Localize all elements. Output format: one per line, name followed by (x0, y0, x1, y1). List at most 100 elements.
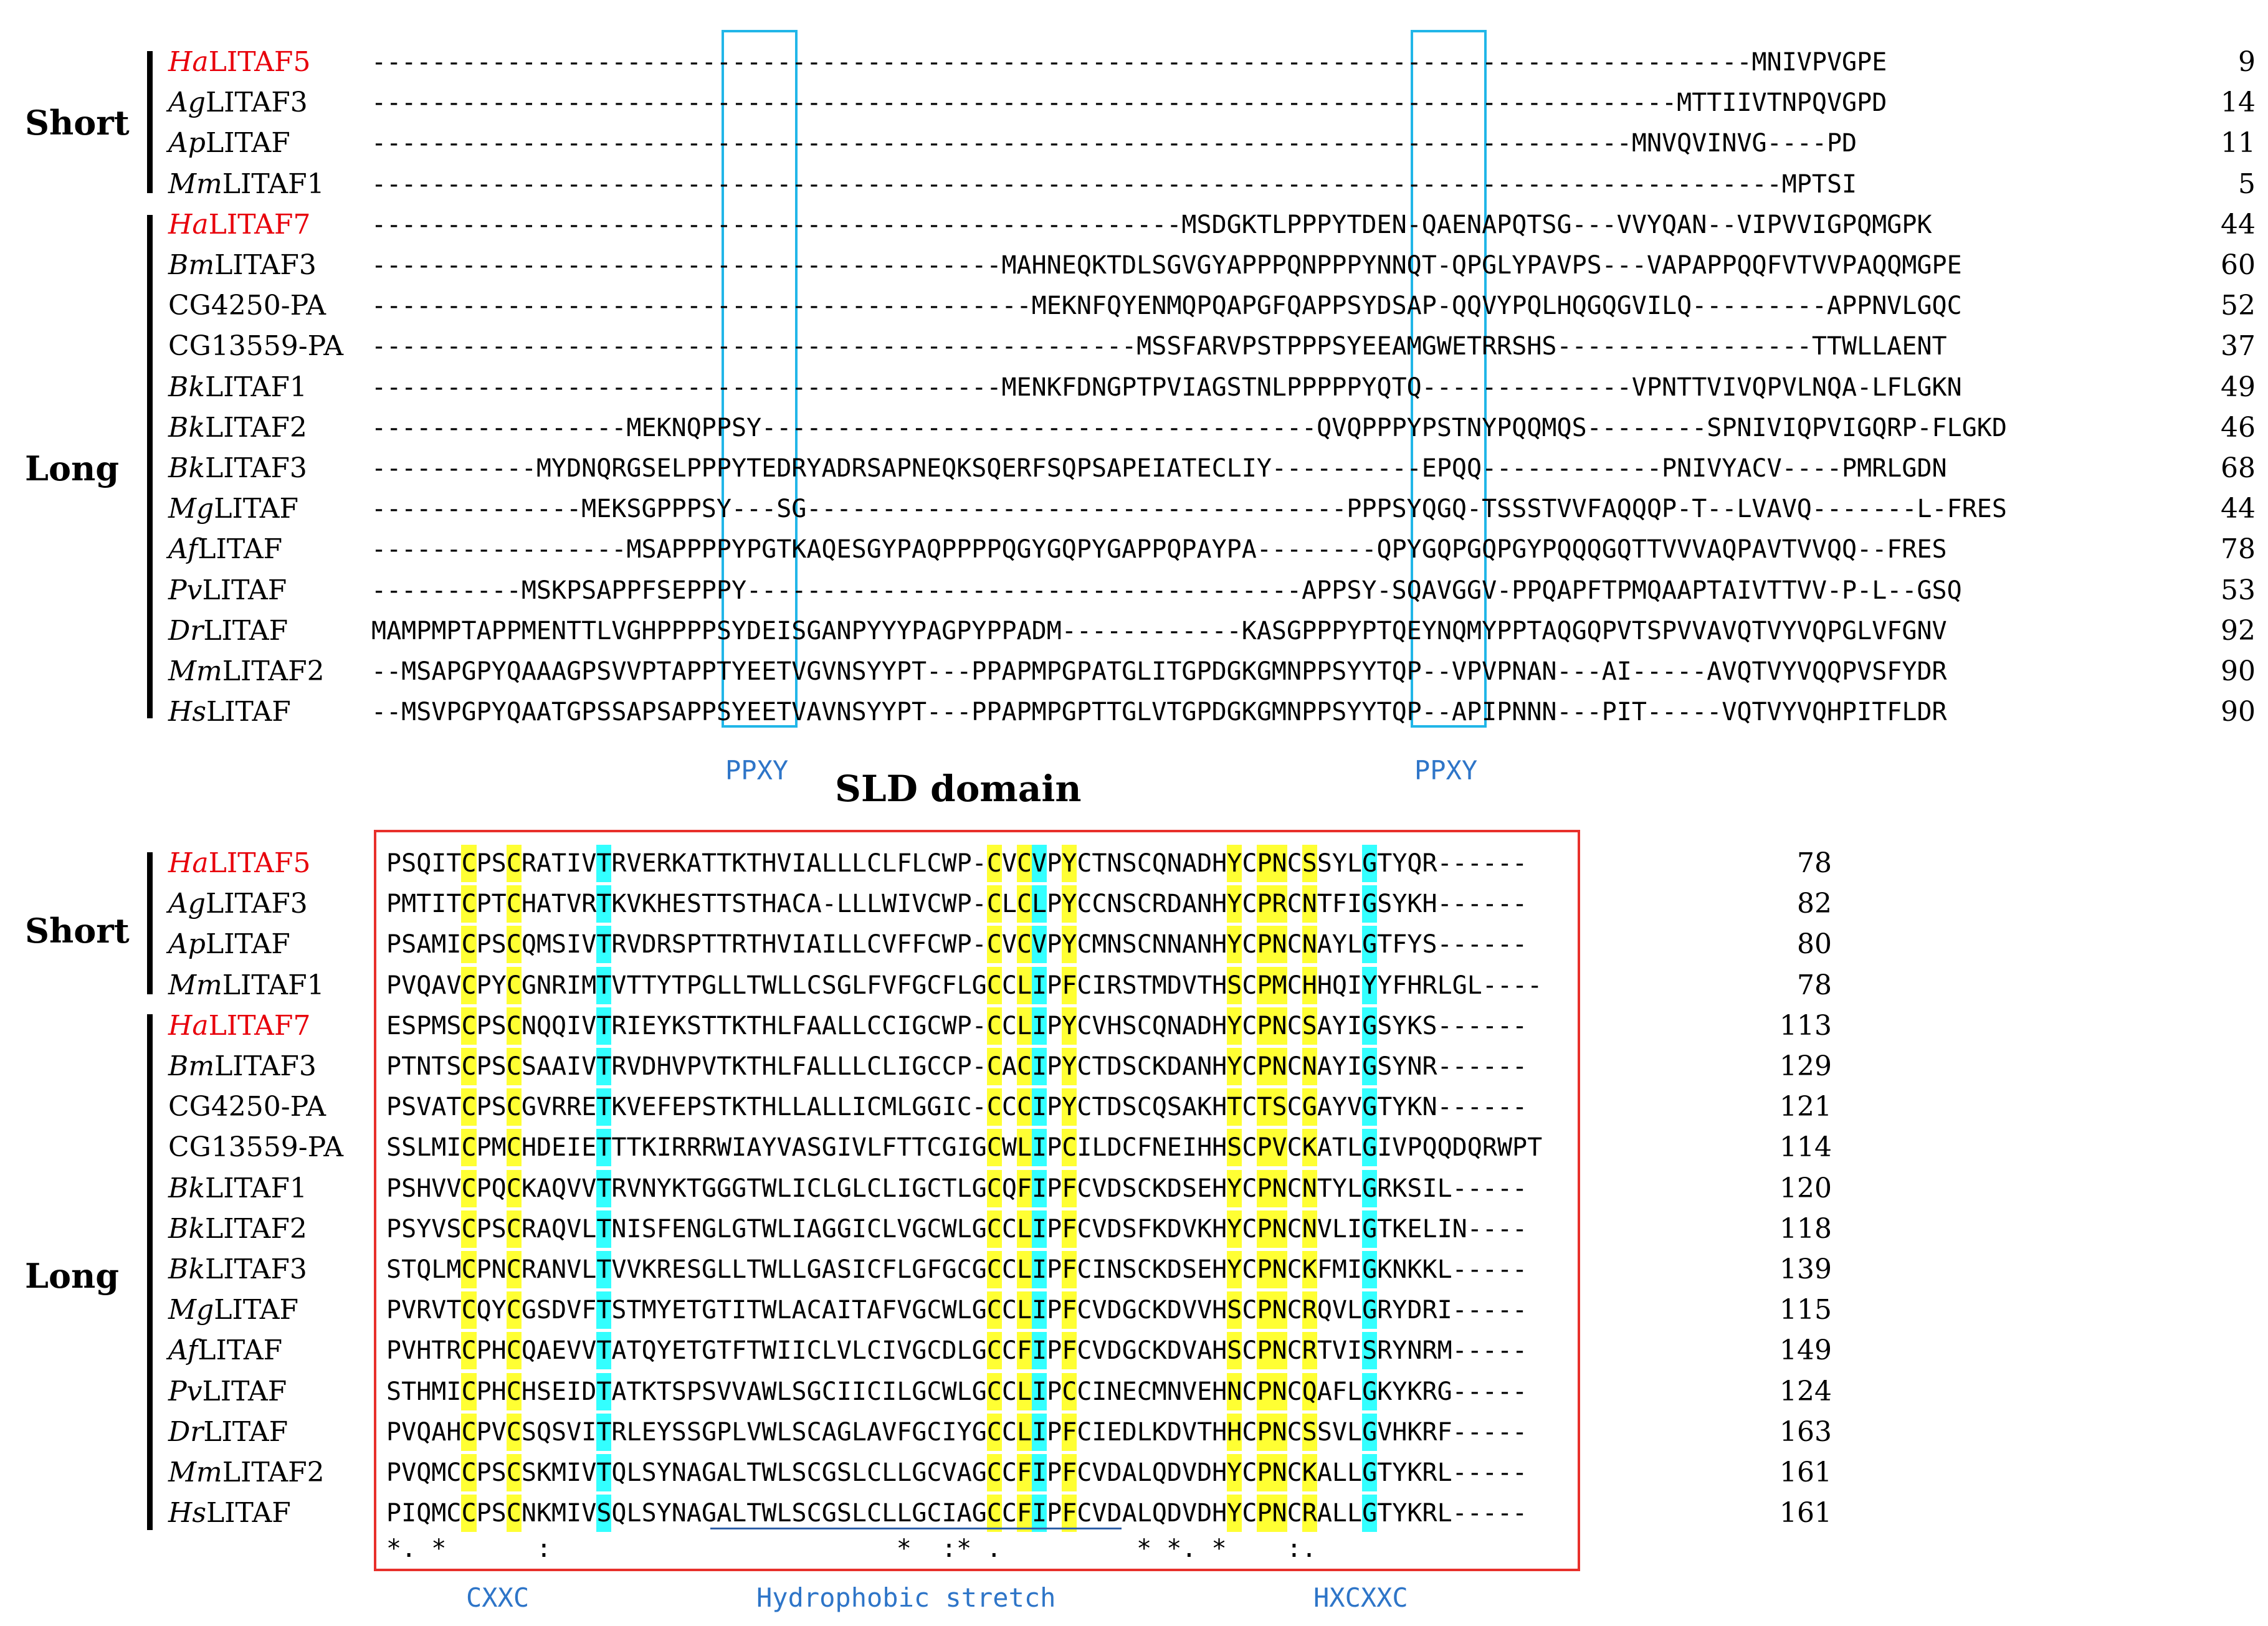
species-prefix: Mg (168, 493, 214, 525)
gene-name: LITAF (198, 533, 283, 566)
sequence-residues: ----------------------------------------… (371, 210, 1932, 239)
residue-count: 163 (1780, 1415, 1832, 1448)
alignment-row: BkLITAF3 STQLMCPNCRANVLTVVKRESGLLTWLLGASI… (0, 1251, 2268, 1288)
alignment-row: ApLITAF PSAMICPSCQMSIVTRVDRSPTTRTHVIAILLC… (0, 926, 2268, 964)
alignment-row: BkLITAF2 PSYVSCPSCRAQVLTNISFENGLGTWLIAGGI… (0, 1210, 2268, 1248)
sequence-name: ApLITAF (168, 926, 290, 963)
sequence-residues: PVQMCCPSCSKMIVTQLSYNAGALTWLSCGSLCLLGCVAG… (386, 1454, 1527, 1491)
alignment-row: AfLITAF -----------------MSAPPPPYPGTKAQES… (0, 531, 2268, 568)
species-prefix: Bk (168, 1172, 205, 1204)
species-prefix: Pv (168, 574, 202, 606)
residue-count: 114 (1780, 1131, 1832, 1164)
residue-count: 9 (2238, 46, 2256, 78)
sequence-residues: PSVATCPSCGVRRETKVEFEPSTKTHLLALLICMLGGIC-… (386, 1088, 1527, 1126)
gene-name: LITAF (214, 1294, 299, 1326)
sequence-name: BkLITAF3 (168, 450, 307, 487)
sequence-name: MgLITAF (168, 1291, 298, 1329)
sequence-residues: ESPMSCPSCNQQIVTRIEYKSTTKTHLFAALLCCIGCWP-… (386, 1007, 1527, 1045)
gene-name: LITAF7 (208, 208, 311, 240)
species-prefix: Mm (168, 1457, 222, 1488)
sequence-name: MmLITAF2 (168, 653, 325, 690)
gene-name: LITAF1 (222, 969, 325, 1001)
sequence-name: BmLITAF3 (168, 1048, 317, 1085)
alignment-row: DrLITAF PVQAHCPVCSQSVITRLEYSSGPLVWLSCAGLA… (0, 1413, 2268, 1451)
sequence-residues: ----------------------------------------… (371, 169, 1857, 199)
sequence-residues: PSYVSCPSCRAQVLTNISFENGLGTWLIAGGICLVGCWLG… (386, 1210, 1527, 1248)
hydrophobic-underline (710, 1528, 1122, 1529)
sequence-name: CG13559-PA (168, 328, 343, 365)
ppxy-box-left (722, 30, 798, 728)
species-prefix: Dr (168, 614, 204, 647)
species-prefix: Ap (168, 127, 206, 159)
sequence-name: DrLITAF (168, 612, 288, 650)
sequence-residues: -----------------MSAPPPPYPGTKAQESGYPAQPP… (371, 535, 1947, 564)
residue-count: 129 (1780, 1050, 1832, 1082)
species-prefix: Mm (168, 969, 222, 1001)
short-label-bottom: Short (25, 911, 130, 951)
residue-count: 120 (1780, 1172, 1832, 1204)
residue-count: 44 (2221, 493, 2256, 525)
alignment-row: HsLITAF PIQMCCPSCNKMIVSQLSYNAGALTWLSCGSLC… (0, 1495, 2268, 1533)
residue-count: 139 (1780, 1253, 1832, 1285)
sequence-name: HsLITAF (168, 1495, 291, 1532)
residue-count: 78 (1797, 969, 1832, 1001)
alignment-row: CG13559-PA ------------------------------… (0, 328, 2268, 365)
alignment-row: BkLITAF3 -----------MYDNQRGSELPPPYTEDRYAD… (0, 450, 2268, 487)
sequence-residues: ----------------------------------------… (371, 332, 1947, 361)
sequence-residues: -----------MYDNQRGSELPPPYTEDRYADRSAPNEQK… (371, 454, 1947, 483)
residue-count: 78 (1797, 847, 1832, 879)
alignment-row: PvLITAF STHMICPHCHSEIDTATKTSPSVVAWLSGCIIC… (0, 1372, 2268, 1410)
residue-count: 49 (2221, 371, 2256, 403)
gene-name: LITAF (203, 614, 288, 647)
alignment-row: MmLITAF1 --------------------------------… (0, 166, 2268, 203)
sequence-name: HaLITAF5 (168, 845, 310, 882)
sequence-residues: PMTITCPTCHATVRTKVKHESTTSTHACA-LLLWIVCWP-… (386, 885, 1527, 923)
species-prefix: Ag (168, 888, 206, 920)
gene-name: LITAF1 (205, 1172, 307, 1204)
residue-count: 82 (1797, 888, 1832, 920)
residue-count: 90 (2221, 696, 2256, 728)
species-prefix: Pv (168, 1375, 202, 1407)
residue-count: 118 (1780, 1212, 1832, 1245)
gene-name: CG4250-PA (168, 290, 326, 322)
alignment-row: HaLITAF7 ESPMSCPSCNQQIVTRIEYKSTTKTHLFAALL… (0, 1007, 2268, 1045)
sequence-residues: PSHVVCPQCKAQVVTRVNYKTGGGTWLICLGLCLIGCTLG… (386, 1169, 1527, 1207)
sequence-residues: STQLMCPNCRANVLTVVKRESGLLTWLLGASICFLGFGCG… (386, 1251, 1527, 1288)
sequence-residues: PVQAHCPVCSQSVITRLEYSSGPLVWLSCAGLAVFGCIYG… (386, 1413, 1527, 1451)
gene-name: LITAF3 (214, 1050, 317, 1082)
residue-count: 149 (1780, 1334, 1832, 1367)
alignment-row: BmLITAF3 PTNTSCPSCSAAIVTRVDHVPVTKTHLFALLL… (0, 1048, 2268, 1085)
residue-count: 161 (1780, 1497, 1832, 1529)
sequence-name: BkLITAF2 (168, 1210, 307, 1248)
gene-name: LITAF2 (222, 655, 325, 687)
sequence-name: AgLITAF3 (168, 885, 308, 923)
hxcxxc-label: HXCXXC (1313, 1582, 1408, 1613)
alignment-row: MgLITAF PVRVTCQYCGSDVFTSTMYETGTITWLACAITA… (0, 1291, 2268, 1329)
gene-name: LITAF3 (205, 452, 307, 484)
species-prefix: Bm (168, 249, 215, 281)
alignment-row: PvLITAF ----------MSKPSAPPFSEPPPY--------… (0, 572, 2268, 609)
long-label-top: Long (25, 449, 120, 488)
gene-name: LITAF (206, 1497, 291, 1529)
residue-count: 11 (2221, 127, 2256, 159)
sequence-name: MmLITAF2 (168, 1454, 325, 1491)
sequence-residues: ----------------------------------------… (371, 48, 1887, 77)
sequence-name: HaLITAF7 (168, 206, 310, 244)
ppxy-box-right (1411, 30, 1487, 728)
alignment-row: BkLITAF1 --------------------------------… (0, 369, 2268, 406)
residue-count: 53 (2221, 574, 2256, 606)
species-prefix: Hs (168, 696, 206, 728)
residue-count: 113 (1780, 1009, 1832, 1042)
species-prefix: Bk (168, 371, 205, 403)
sequence-residues: -----------------MEKNQPPSY--------------… (371, 413, 2007, 442)
alignment-row: CG4250-PA -------------------------------… (0, 287, 2268, 325)
sequence-name: MmLITAF1 (168, 967, 325, 1004)
short-bracket-top (147, 51, 153, 193)
consensus-line: *. * : * :* . * *. * :. (386, 1534, 1317, 1563)
alignment-row: HaLITAF5 PSQITCPSCRATIVTRVERKATTKTHVIALLL… (0, 845, 2268, 882)
hydrophobic-label: Hydrophobic stretch (756, 1582, 1056, 1613)
gene-name: LITAF3 (205, 888, 308, 920)
sequence-residues: PVRVTCQYCGSDVFTSTMYETGTITWLACAITAFVGCWLG… (386, 1291, 1527, 1329)
alignment-row: MgLITAF --------------MEKSGPPPSY---SG----… (0, 490, 2268, 528)
